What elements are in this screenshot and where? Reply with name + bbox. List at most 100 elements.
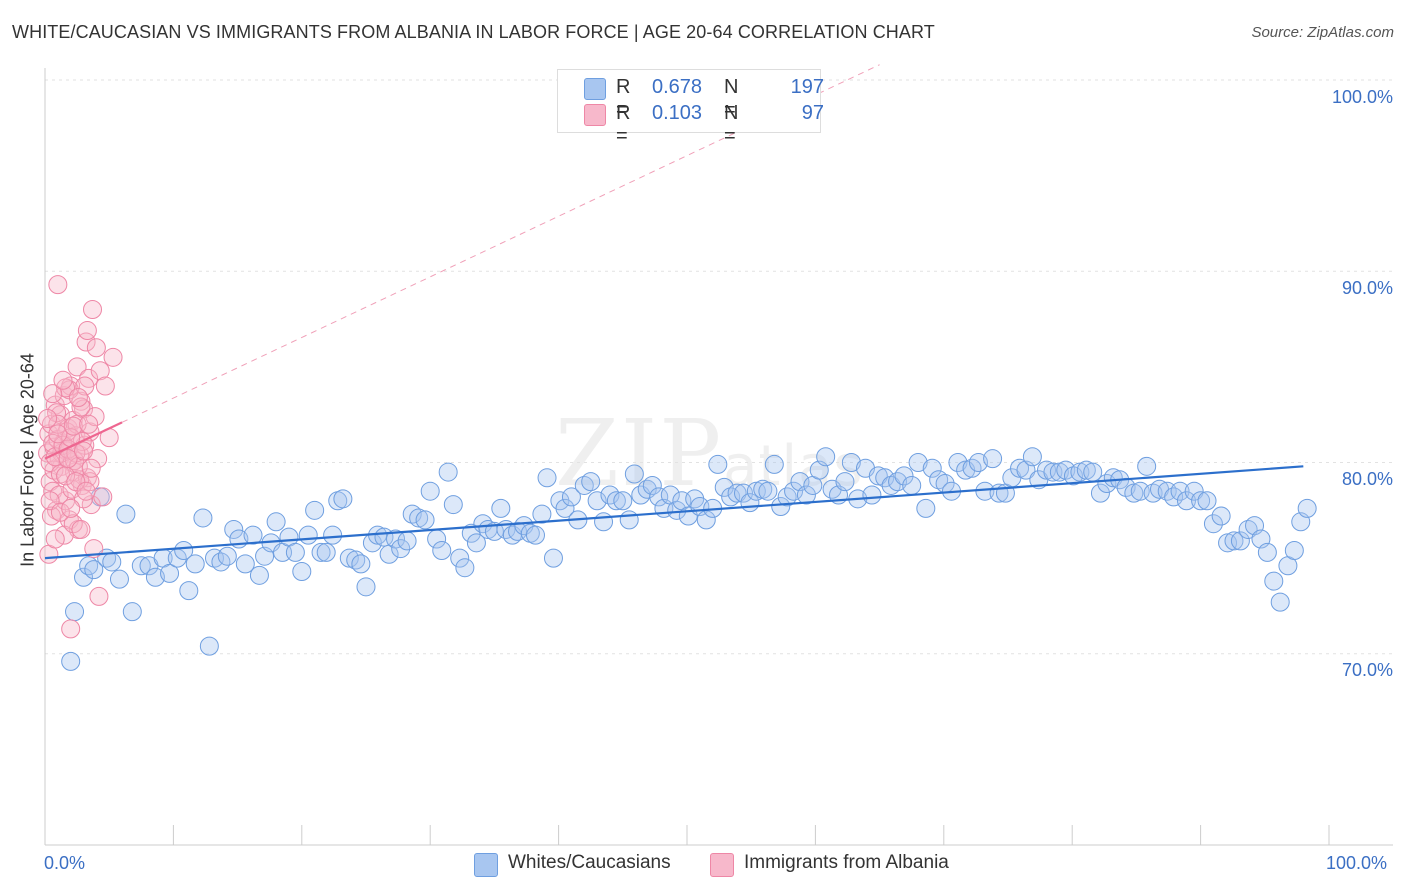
- point-albania-96: [81, 458, 101, 478]
- bottom-legend-label-whites: Whites/Caucasians: [508, 852, 671, 873]
- point-whites-106: [708, 454, 728, 474]
- point-whites-52: [386, 529, 406, 549]
- point-whites-181: [1203, 514, 1223, 534]
- point-whites-9: [116, 504, 136, 524]
- point-whites-92: [624, 464, 644, 484]
- legend-r-label: R =: [616, 76, 631, 121]
- legend-r-label: R =: [616, 102, 631, 147]
- point-whites-67: [473, 514, 493, 534]
- point-albania-88: [61, 498, 81, 518]
- point-albania-92: [71, 519, 91, 539]
- point-whites-25: [224, 519, 244, 539]
- point-whites-17: [174, 540, 194, 560]
- point-albania-61: [77, 321, 97, 341]
- point-whites-193: [1284, 540, 1304, 560]
- point-whites-115: [764, 454, 784, 474]
- point-whites-43: [333, 489, 353, 509]
- point-whites-191: [1270, 592, 1290, 612]
- point-whites-54: [397, 531, 417, 551]
- point-whites-143: [948, 453, 968, 472]
- point-whites-189: [1257, 542, 1277, 562]
- bottom-legend-swatch-whites: [474, 853, 498, 877]
- point-albania-63: [48, 275, 68, 295]
- point-whites-40: [316, 542, 336, 562]
- point-albania-87: [58, 449, 78, 469]
- point-whites-180: [1197, 491, 1217, 511]
- point-whites-19: [185, 554, 205, 574]
- point-whites-18: [179, 581, 199, 601]
- point-whites-39: [311, 542, 331, 562]
- point-whites-137: [908, 453, 928, 472]
- point-whites-57: [415, 510, 435, 530]
- point-whites-63: [450, 548, 470, 568]
- bottom-legend-swatch-albania: [710, 853, 734, 877]
- point-whites-61: [438, 462, 458, 482]
- y-tick-label-80: 80.0%: [1341, 469, 1393, 489]
- point-whites-62: [443, 495, 463, 515]
- y-tick-label-70: 70.0%: [1341, 660, 1393, 680]
- point-albania-42: [93, 487, 113, 507]
- point-whites-152: [1010, 458, 1030, 478]
- point-whites-76: [525, 525, 545, 545]
- point-whites-184: [1224, 531, 1244, 551]
- point-albania-89: [63, 416, 83, 436]
- point-whites-146: [968, 453, 988, 472]
- point-whites-4: [84, 560, 104, 580]
- point-albania-38: [86, 338, 106, 358]
- point-whites-169: [1124, 483, 1144, 503]
- point-whites-195: [1297, 498, 1317, 518]
- point-whites-37: [298, 525, 318, 545]
- point-whites-148: [983, 449, 1003, 469]
- point-albania-81: [43, 384, 63, 404]
- point-whites-135: [894, 466, 914, 486]
- point-whites-47: [356, 577, 376, 597]
- point-whites-3: [79, 556, 99, 576]
- point-whites-66: [466, 533, 486, 553]
- point-whites-45: [346, 550, 366, 570]
- point-whites-158: [1049, 462, 1069, 482]
- point-whites-21: [199, 636, 219, 656]
- legend-n-value: 97: [801, 102, 824, 124]
- point-whites-177: [1176, 491, 1196, 511]
- point-whites-64: [455, 558, 475, 578]
- point-whites-171: [1137, 456, 1157, 476]
- point-whites-91: [619, 510, 639, 530]
- point-whites-166: [1103, 468, 1123, 488]
- point-whites-190: [1264, 571, 1284, 591]
- point-albania-68: [48, 414, 68, 434]
- point-whites-86: [587, 491, 607, 511]
- point-whites-24: [217, 546, 237, 566]
- x-tick-label-left: 0.0%: [44, 853, 86, 873]
- point-whites-131: [868, 466, 888, 486]
- point-whites-138: [916, 498, 936, 518]
- point-albania-23: [67, 357, 87, 377]
- point-whites-95: [642, 475, 662, 495]
- legend-r-value: 0.103: [652, 102, 703, 124]
- point-whites-126: [835, 472, 855, 492]
- point-whites-159: [1056, 460, 1076, 480]
- point-whites-69: [484, 521, 504, 541]
- point-albania-40: [89, 586, 109, 606]
- point-whites-32: [266, 512, 286, 532]
- point-whites-29: [249, 565, 269, 585]
- point-whites-94: [637, 479, 657, 499]
- point-whites-10: [122, 602, 142, 622]
- point-albania-41: [90, 361, 110, 381]
- point-whites-56: [409, 508, 429, 528]
- point-albania-93: [74, 441, 94, 461]
- y-axis-label: In Labor Force | Age 20-64: [17, 353, 38, 567]
- point-whites-70: [491, 498, 511, 518]
- point-whites-132: [875, 468, 895, 488]
- point-albania-91: [68, 387, 88, 407]
- legend-n-label: N =: [724, 76, 739, 121]
- point-albania-95: [79, 414, 99, 434]
- point-albania-43: [95, 376, 115, 396]
- point-whites-178: [1184, 481, 1204, 501]
- point-whites-20: [193, 508, 213, 528]
- point-whites-13: [145, 567, 165, 587]
- point-albania-78: [74, 489, 94, 509]
- point-whites-179: [1191, 491, 1211, 511]
- trend-line-albania: [44, 421, 123, 460]
- point-whites-28: [243, 525, 263, 545]
